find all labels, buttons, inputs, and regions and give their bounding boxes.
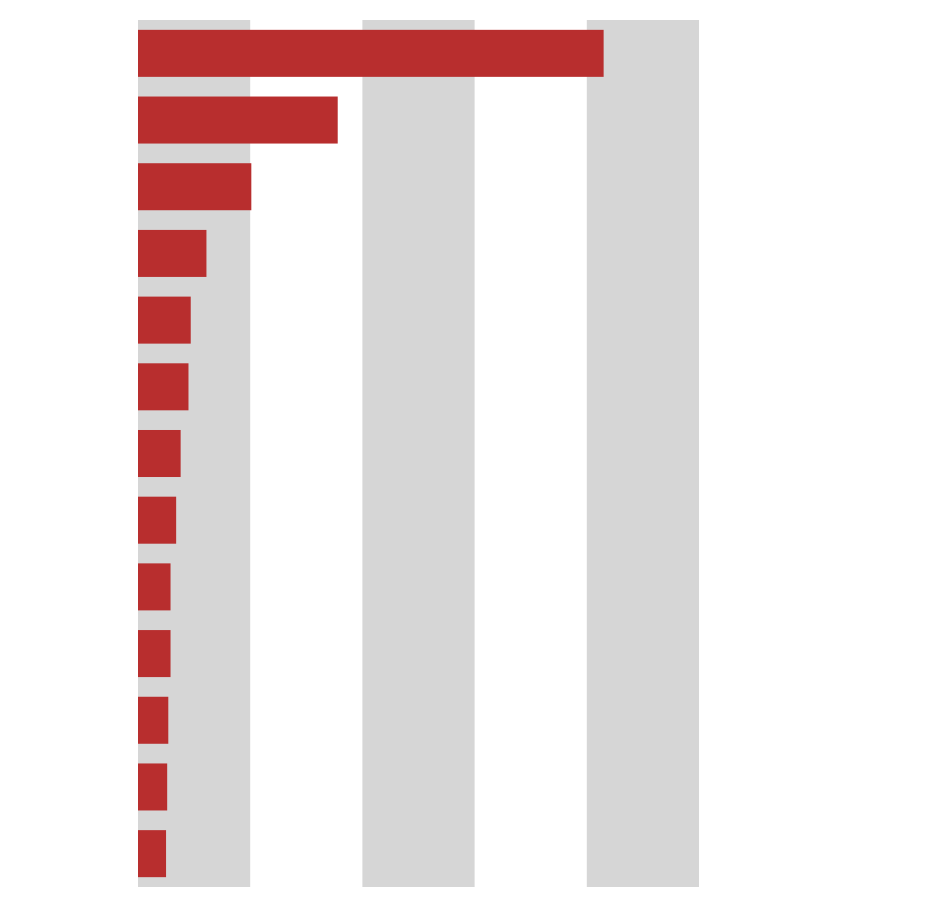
bar [138, 563, 171, 611]
grid-band [362, 20, 475, 887]
bar [138, 496, 177, 544]
bar [138, 229, 207, 277]
bar [138, 29, 604, 77]
bar [138, 696, 169, 744]
bar [138, 763, 168, 811]
bar [138, 363, 189, 411]
bar [138, 830, 167, 878]
bar [138, 96, 338, 144]
bar [138, 163, 252, 211]
bar [138, 429, 181, 478]
bar [138, 296, 191, 344]
bar [138, 630, 171, 678]
grid-band [586, 20, 699, 887]
